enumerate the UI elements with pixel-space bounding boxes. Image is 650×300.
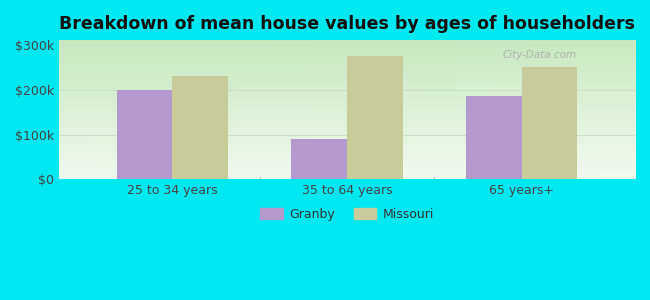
Bar [465, 96, 521, 179]
Bar [172, 76, 228, 179]
Bar [347, 56, 403, 179]
Text: City-Data.com: City-Data.com [502, 50, 577, 60]
Bar [291, 139, 347, 179]
Bar [116, 90, 172, 179]
Title: Breakdown of mean house values by ages of householders: Breakdown of mean house values by ages o… [59, 15, 635, 33]
Bar [521, 67, 577, 179]
Legend: Granby, Missouri: Granby, Missouri [255, 203, 439, 226]
